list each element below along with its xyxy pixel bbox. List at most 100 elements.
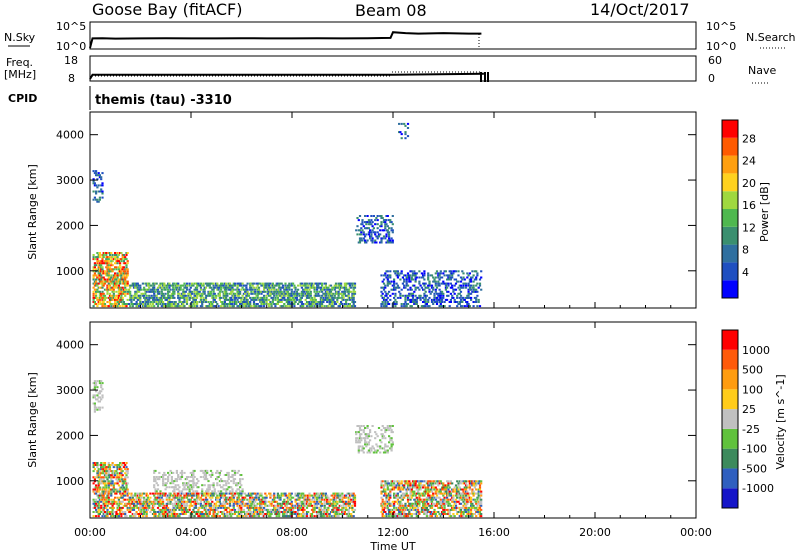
echo-cell bbox=[117, 507, 119, 509]
echo-cell bbox=[369, 439, 371, 441]
echo-cell bbox=[180, 287, 182, 289]
echo-cell bbox=[379, 452, 381, 454]
echo-cell bbox=[416, 277, 418, 279]
echo-cell bbox=[370, 223, 372, 225]
echo-cell bbox=[264, 291, 266, 293]
echo-cell bbox=[127, 283, 129, 285]
echo-cell bbox=[95, 509, 97, 511]
echo-cell bbox=[428, 283, 430, 285]
echo-cell bbox=[168, 513, 170, 515]
echo-cell bbox=[373, 447, 375, 449]
echo-cell bbox=[277, 289, 279, 291]
echo-cell bbox=[146, 499, 148, 501]
echo-cell bbox=[320, 297, 322, 299]
echo-cell bbox=[449, 305, 451, 307]
echo-cell bbox=[108, 272, 110, 274]
echo-cell bbox=[457, 270, 459, 272]
echo-cell bbox=[114, 287, 116, 289]
echo-cell bbox=[201, 484, 203, 486]
echo-cell bbox=[120, 495, 122, 497]
echo-cell bbox=[204, 493, 206, 495]
echo-cell bbox=[437, 281, 439, 283]
echo-cell bbox=[242, 478, 244, 480]
echo-cell bbox=[172, 472, 174, 474]
echo-cell bbox=[388, 441, 390, 443]
echo-cell bbox=[99, 470, 101, 472]
echo-cell bbox=[391, 439, 393, 441]
echo-cell bbox=[297, 285, 299, 287]
echo-cell bbox=[440, 272, 442, 274]
echo-cell bbox=[432, 287, 434, 289]
echo-cell bbox=[271, 505, 273, 507]
echo-cell bbox=[259, 511, 261, 513]
echo-cell bbox=[250, 505, 252, 507]
echo-cell bbox=[396, 501, 398, 503]
echo-cell bbox=[243, 499, 245, 501]
echo-cell bbox=[93, 254, 95, 256]
echo-cell bbox=[428, 305, 430, 307]
echo-cell bbox=[324, 305, 326, 307]
echo-cell bbox=[103, 487, 105, 489]
echo-cell bbox=[281, 283, 283, 285]
echo-cell bbox=[427, 272, 429, 274]
echo-cell bbox=[106, 291, 108, 293]
echo-cell bbox=[204, 293, 206, 295]
echo-cell bbox=[185, 291, 187, 293]
echo-cell bbox=[220, 287, 222, 289]
echo-cell bbox=[281, 299, 283, 301]
echo-cell bbox=[199, 291, 201, 293]
echo-cell bbox=[372, 237, 374, 239]
echo-cell bbox=[247, 289, 249, 291]
echo-cell bbox=[109, 254, 111, 256]
echo-cell bbox=[110, 495, 112, 497]
echo-cell bbox=[435, 285, 437, 287]
echo-cell bbox=[398, 274, 400, 276]
echo-cell bbox=[240, 507, 242, 509]
echo-cell bbox=[192, 474, 194, 476]
echo-cell bbox=[95, 281, 97, 283]
echo-cell bbox=[249, 509, 251, 511]
echo-cell bbox=[358, 439, 360, 441]
echo-cell bbox=[385, 295, 387, 297]
echo-cell bbox=[240, 484, 242, 486]
echo-cell bbox=[143, 295, 145, 297]
echo-cell bbox=[372, 445, 374, 447]
echo-cell bbox=[348, 499, 350, 501]
nsearch-tick-bottom: 10^0 bbox=[706, 40, 736, 53]
echo-cell bbox=[402, 283, 404, 285]
echo-cell bbox=[186, 484, 188, 486]
echo-cell bbox=[340, 283, 342, 285]
echo-cell bbox=[128, 493, 130, 495]
echo-cell bbox=[418, 281, 420, 283]
echo-cell bbox=[295, 493, 297, 495]
echo-cell bbox=[359, 427, 361, 429]
echo-cell bbox=[336, 299, 338, 301]
echo-cell bbox=[464, 279, 466, 281]
echo-cell bbox=[189, 305, 191, 307]
echo-cell bbox=[95, 193, 97, 195]
echo-cell bbox=[384, 427, 386, 429]
echo-cell bbox=[104, 464, 106, 466]
echo-cell bbox=[460, 285, 462, 287]
echo-cell bbox=[119, 493, 121, 495]
echo-cell bbox=[398, 513, 400, 515]
echo-cell bbox=[95, 503, 97, 505]
echo-cell bbox=[260, 493, 262, 495]
echo-cell bbox=[226, 488, 228, 490]
echo-cell bbox=[344, 305, 346, 307]
echo-cell bbox=[451, 274, 453, 276]
echo-cell bbox=[137, 503, 139, 505]
echo-cell bbox=[192, 472, 194, 474]
echo-cell bbox=[240, 297, 242, 299]
echo-cell bbox=[192, 285, 194, 287]
echo-cell bbox=[93, 279, 95, 281]
echo-cell bbox=[182, 499, 184, 501]
echo-cell bbox=[165, 488, 167, 490]
echo-cell bbox=[326, 499, 328, 501]
echo-cell bbox=[218, 507, 220, 509]
echo-cell bbox=[269, 493, 271, 495]
echo-cell bbox=[191, 291, 193, 293]
echo-cell bbox=[266, 497, 268, 499]
echo-cell bbox=[370, 435, 372, 437]
echo-cell bbox=[123, 487, 125, 489]
